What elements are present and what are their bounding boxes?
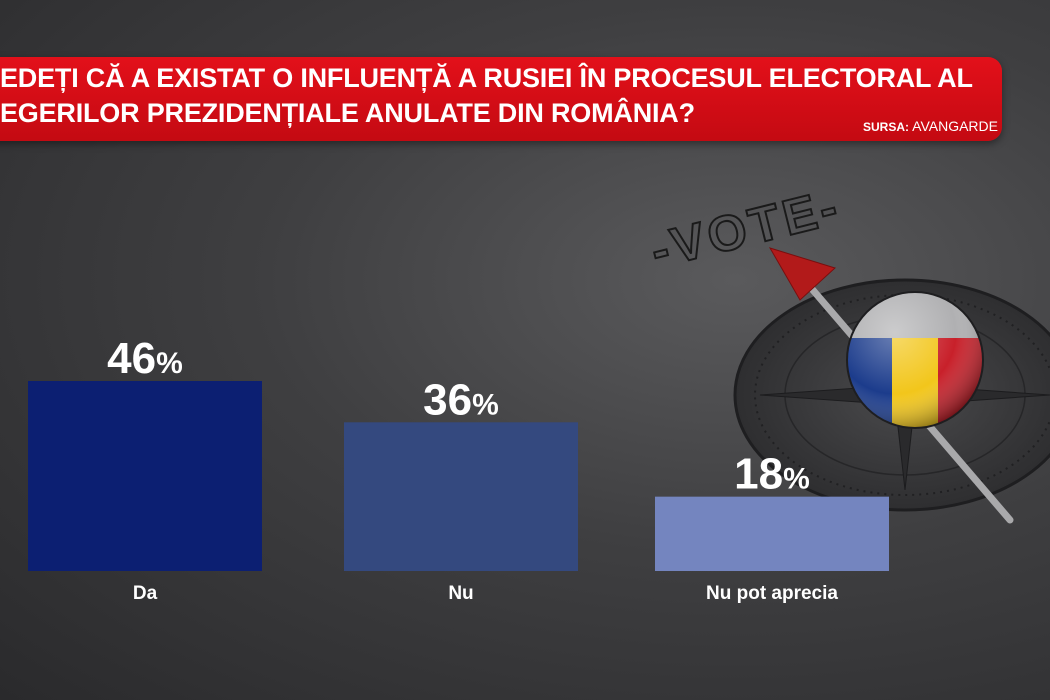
value-label-2: 36% [423,375,499,424]
value-label-1: 46% [107,334,183,383]
category-label-2: Nu [448,583,473,604]
bar-nu-pot-aprecia [655,496,889,571]
source-credit: SURSA: AVANGARDE [863,118,998,134]
category-label-1: Da [133,583,158,604]
bar-da [28,381,262,571]
needle-arrow-head [768,247,836,301]
chart-title-line-2: EGERILOR PREZIDENȚIALE ANULATE DIN ROMÂN… [0,98,695,128]
bar-nu [344,422,578,571]
category-label-3: Nu pot aprecia [706,583,838,604]
title-banner [0,57,1002,141]
source-name: AVANGARDE [912,118,998,134]
source-label: SURSA: [863,120,910,134]
value-label-3: 18% [734,450,810,499]
chart-title-line-1: EDEȚI CĂ A EXISTAT O INFLUENȚĂ A RUSIEI … [0,63,973,93]
